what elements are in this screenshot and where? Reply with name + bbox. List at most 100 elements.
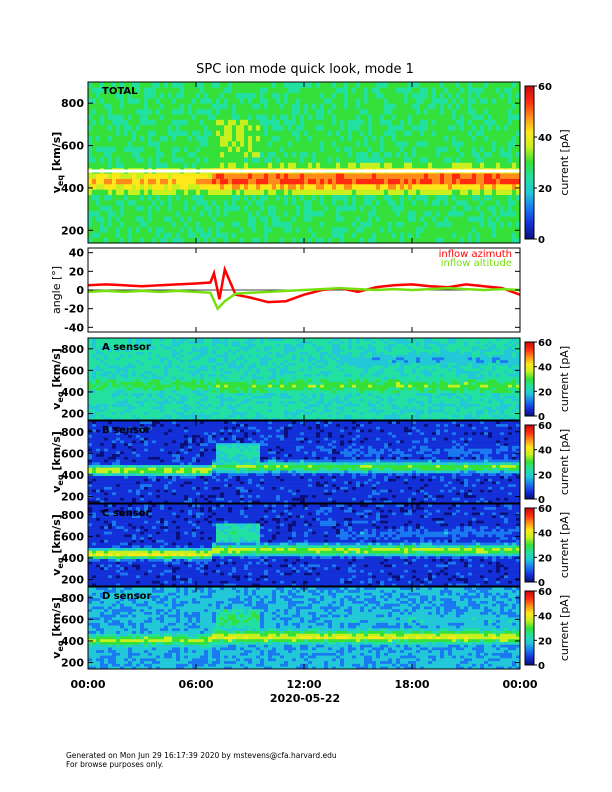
spectrogram-cell: [452, 183, 457, 190]
spectrogram-cell: [500, 200, 505, 206]
spectrogram-cell: [156, 124, 161, 131]
spectrogram-cell: [116, 119, 121, 126]
spectrogram-cell: [152, 87, 157, 94]
spectrogram-cell: [208, 387, 213, 391]
spectrogram-cell: [116, 157, 121, 163]
spectrogram-cell: [480, 135, 485, 142]
spectrogram-cell: [132, 370, 137, 374]
spectrogram-cell: [276, 146, 281, 153]
spectrogram-cell: [88, 381, 93, 385]
spectrogram-cell: [192, 221, 197, 228]
spectrogram-cell: [288, 162, 293, 169]
spectrogram-cell: [248, 400, 253, 404]
chart-title: SPC ion mode quick look, mode 1: [196, 62, 414, 77]
spectrogram-cell: [108, 108, 113, 115]
spectrogram-cell: [444, 114, 449, 120]
spectrogram-cell: [332, 119, 337, 126]
spectrogram-cell: [192, 162, 197, 169]
spectrogram-cell: [268, 130, 273, 136]
spectrogram-cell: [460, 103, 465, 110]
spectrogram-cell: [232, 384, 237, 388]
spectrogram-cell: [288, 130, 293, 136]
spectrogram-cell: [392, 124, 397, 131]
spectrogram-cell: [396, 119, 401, 126]
spectrogram-cell: [196, 400, 201, 404]
spectrogram-cell: [436, 226, 441, 233]
spectrogram-cell: [384, 200, 389, 206]
spectrogram-cell: [404, 210, 409, 217]
spectrogram-cell: [148, 373, 153, 377]
spectrogram-cell: [332, 162, 337, 169]
spectrogram-cell: [140, 346, 145, 350]
spectrogram-cell: [372, 108, 377, 115]
spectrogram-cell: [456, 103, 461, 110]
spectrogram-cell: [220, 398, 225, 402]
spectrogram-cell: [176, 376, 181, 380]
spectrogram-cell: [256, 216, 261, 222]
spectrogram-cell: [96, 398, 101, 402]
spectrogram-cell: [488, 82, 493, 88]
spectrogram-cell: [196, 392, 201, 396]
spectrogram-cell: [288, 210, 293, 217]
spectrogram-cell: [252, 340, 257, 344]
spectrogram-cell: [100, 370, 105, 374]
spectrogram-cell: [136, 200, 141, 206]
spectrogram-cell: [124, 348, 129, 352]
spectrogram-cell: [360, 87, 365, 94]
spectrogram-cell: [148, 365, 153, 369]
spectrogram-cell: [360, 205, 365, 212]
spectrogram-cell: [116, 146, 121, 153]
spectrogram-cell: [440, 124, 445, 131]
spectrogram-cell: [272, 216, 277, 222]
spectrogram-cell: [484, 119, 489, 126]
spectrogram-cell: [188, 368, 193, 372]
spectrogram-cell: [136, 354, 141, 358]
spectrogram-cell: [196, 157, 201, 163]
spectrogram-cell: [272, 381, 277, 385]
spectrogram-cell: [176, 232, 181, 238]
spectrogram-cell: [116, 82, 121, 88]
spectrogram-cell: [376, 82, 381, 88]
spectrogram-cell: [208, 392, 213, 396]
spectrogram-cell: [216, 157, 221, 163]
spectrogram-cell: [100, 387, 105, 391]
spectrogram-cell: [100, 403, 105, 407]
spectrogram-cell: [440, 205, 445, 212]
spectrogram-cell: [180, 124, 185, 131]
spectrogram-cell: [228, 108, 233, 115]
spectrogram-cell: [380, 114, 385, 120]
spectrogram-cell: [120, 232, 125, 238]
spectrogram-cell: [368, 232, 373, 238]
spectrogram-cell: [428, 130, 433, 136]
spectrogram-cell: [472, 119, 477, 126]
spectrogram-cell: [172, 359, 177, 363]
spectrogram-cell: [484, 189, 489, 195]
spectrogram-cell: [208, 373, 213, 377]
spectrogram-cell: [452, 200, 457, 206]
spectrogram-cell: [428, 157, 433, 163]
spectrogram-cell: [436, 151, 441, 158]
spectrogram-cell: [420, 151, 425, 158]
spectrogram-cell: [416, 178, 421, 185]
spectrogram-cell: [388, 200, 393, 206]
spectrogram-cell: [244, 351, 249, 355]
spectrogram-cell: [332, 108, 337, 115]
spectrogram-cell: [176, 400, 181, 404]
spectrogram-cell: [248, 414, 253, 418]
spectrogram-cell: [304, 398, 309, 402]
spectrogram-cell: [280, 103, 285, 110]
spectrogram-cell: [148, 392, 153, 396]
spectrogram-cell: [324, 114, 329, 120]
spectrogram-cell: [136, 114, 141, 120]
spectrogram-cell: [92, 162, 97, 169]
spectrogram-cell: [368, 119, 373, 126]
spectrogram-cell: [220, 157, 225, 163]
spectrogram-cell: [144, 232, 149, 238]
spectrogram-cell: [160, 162, 165, 169]
spectrogram-cell: [432, 135, 437, 142]
spectrogram-cell: [272, 103, 277, 110]
spectrogram-cell: [316, 135, 321, 142]
spectrogram-cell: [272, 146, 277, 153]
spectrogram-cell: [468, 194, 473, 201]
spectrogram-cell: [448, 226, 453, 233]
